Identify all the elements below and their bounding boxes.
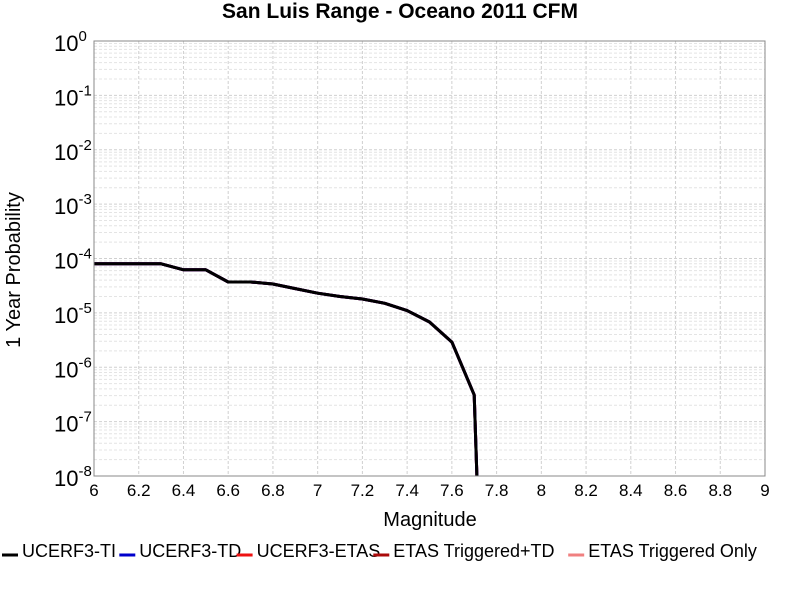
legend: UCERF3-TI UCERF3-TD UCERF3-ETAS ETAS Trigge…	[2, 541, 757, 561]
lines	[94, 262, 479, 476]
x-tick-label: 8.8	[708, 481, 732, 500]
x-tick-label: 8.6	[664, 481, 688, 500]
y-tick-label: 10-5	[54, 300, 92, 328]
x-tick-label: 6	[89, 481, 98, 500]
y-tick-label: 100	[54, 28, 87, 56]
y-tick-label: 10-4	[54, 246, 92, 274]
y-axis-label: 1 Year Probability	[3, 192, 25, 348]
x-tick-label: 6.8	[261, 481, 285, 500]
series-line	[94, 262, 479, 476]
chart-title: San Luis Range - Oceano 2011 CFM	[222, 0, 578, 23]
y-tick-label: 10-2	[54, 137, 92, 165]
x-tick-label: 8.2	[574, 481, 598, 500]
ticks: 100 10-1 10-2 10-3 10-4 10-5 10-6 10-7 10-86 6.2 6…	[54, 28, 770, 500]
x-tick-label: 6.6	[216, 481, 240, 500]
legend-label: UCERF3-ETAS	[257, 541, 381, 561]
x-tick-label: 7.2	[351, 481, 375, 500]
x-tick-label: 8	[537, 481, 546, 500]
x-tick-label: 6.4	[172, 481, 196, 500]
legend-label: ETAS Triggered Only	[588, 541, 757, 561]
x-tick-label: 7	[313, 481, 322, 500]
x-tick-label: 8.4	[619, 481, 643, 500]
x-tick-label: 7.6	[440, 481, 464, 500]
legend-label: ETAS Triggered+TD	[393, 541, 554, 561]
plot-border	[93, 40, 766, 477]
x-axis-label: Magnitude	[383, 509, 476, 531]
y-tick-label: 10-3	[54, 191, 92, 219]
y-tick-label: 10-6	[54, 354, 92, 382]
x-tick-label: 6.2	[127, 481, 151, 500]
legend-label: UCERF3-TD	[139, 541, 241, 561]
legend-label: UCERF3-TI	[22, 541, 116, 561]
y-tick-label: 10-1	[54, 82, 92, 110]
x-tick-label: 9	[760, 481, 769, 500]
y-tick-label: 10-8	[54, 463, 92, 491]
x-tick-label: 7.4	[395, 481, 419, 500]
grid	[93, 40, 766, 477]
y-tick-label: 10-7	[54, 409, 92, 437]
x-tick-label: 7.8	[485, 481, 509, 500]
